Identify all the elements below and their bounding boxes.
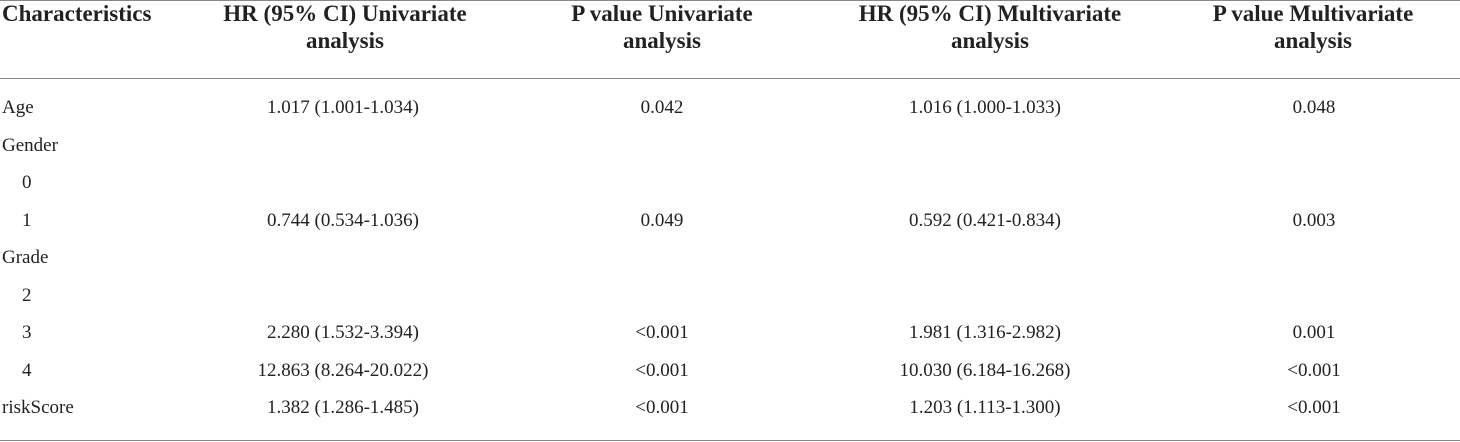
data-cell: 10.030 (6.184-16.268): [899, 359, 1071, 381]
data-cell: 0.048: [1292, 97, 1336, 118]
row-label: 0: [22, 172, 32, 193]
bottom-rule: [0, 440, 1460, 441]
data-cell: 0.003: [1292, 209, 1336, 231]
header-cell: Characteristics: [2, 1, 152, 26]
data-cell: 1.382 (1.286-1.485): [267, 397, 419, 418]
data-cell: 0.592 (0.421-0.834): [909, 209, 1061, 231]
row-label: 3: [22, 322, 32, 343]
data-cell: 0.001: [1292, 322, 1336, 343]
data-cell: <0.001: [635, 359, 689, 381]
header-rule: [0, 78, 1460, 79]
data-cell: 1.016 (1.000-1.033): [909, 97, 1061, 118]
data-cell: 0.049: [640, 209, 684, 231]
data-cell: 12.863 (8.264-20.022): [257, 359, 429, 381]
data-cell: <0.001: [635, 397, 689, 418]
data-cell: <0.001: [635, 322, 689, 343]
top-rule: [0, 0, 1460, 1]
data-cell: <0.001: [1287, 397, 1341, 418]
row-label: 1: [22, 209, 32, 231]
data-cell: <0.001: [1287, 359, 1341, 381]
data-cell: 1.203 (1.113-1.300): [909, 397, 1061, 418]
row-label: 4: [22, 359, 32, 381]
header-cell: P value Multivariate analysis: [1212, 1, 1414, 53]
data-cell: 1.017 (1.001-1.034): [267, 97, 419, 118]
data-cell: 0.042: [640, 97, 684, 118]
header-cell: HR (95% CI) Multivariate analysis: [858, 1, 1122, 53]
header-cell: P value Univariate analysis: [571, 1, 753, 53]
row-label: Grade: [2, 247, 49, 268]
row-label: Gender: [2, 134, 58, 156]
row-label: 2: [22, 284, 32, 306]
data-cell: 2.280 (1.532-3.394): [267, 322, 419, 343]
row-label: Age: [2, 97, 34, 118]
row-label: riskScore: [2, 397, 74, 418]
header-cell: HR (95% CI) Univariate analysis: [223, 1, 467, 53]
data-cell: 0.744 (0.534-1.036): [267, 209, 419, 231]
data-cell: 1.981 (1.316-2.982): [909, 322, 1061, 343]
